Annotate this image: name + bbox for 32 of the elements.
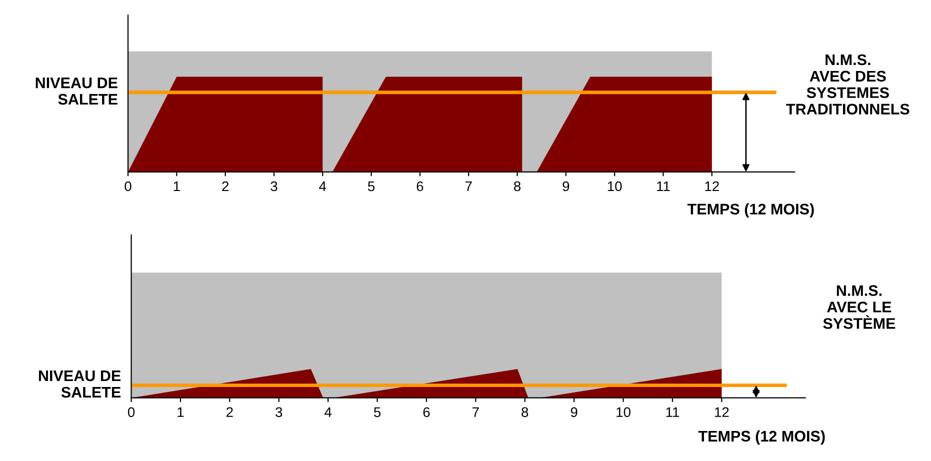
annotation: N.M.S. AVEC DES SYSTEMES TRADITIONNELS (786, 54, 910, 115)
x-tick-label: 2 (226, 407, 233, 417)
x-tick-label: 3 (270, 181, 278, 192)
x-tick-label: 5 (368, 181, 375, 192)
x-tick-label: 11 (666, 407, 680, 417)
x-tick-label: 3 (276, 407, 282, 418)
x-tick-label: 0 (124, 181, 132, 192)
x-tick-label: 8 (522, 407, 528, 418)
ref-line-label: NIVEAU DE SALETE (36, 78, 118, 105)
x-tick-label: 9 (562, 181, 570, 192)
x-axis-title: TEMPS (12 MOIS) (687, 203, 814, 218)
x-tick-label: 9 (570, 407, 578, 418)
x-tick-label: 10 (616, 407, 630, 418)
x-tick-label: 7 (465, 181, 472, 192)
ref-line-label: NIVEAU DE SALETE (38, 370, 121, 398)
x-tick-label: 7 (472, 407, 479, 417)
x-tick-label: 11 (657, 181, 670, 192)
x-tick-label: 0 (128, 407, 135, 418)
x-tick-label: 1 (174, 181, 180, 192)
x-tick-label: 8 (514, 181, 521, 192)
x-axis-title: TEMPS (12 MOIS) (698, 430, 825, 445)
x-tick-label: 5 (374, 407, 381, 418)
text: N.M.S. AVEC LE SYSTÈME (823, 285, 896, 329)
x-tick-label: 6 (416, 181, 424, 192)
x-tick-label: 1 (178, 407, 184, 417)
x-tick-label: 4 (319, 181, 326, 192)
x-tick-label: 6 (423, 407, 430, 418)
x-tick-label: 10 (608, 181, 622, 192)
x-tick-label: 2 (222, 181, 228, 192)
x-tick-label: 12 (705, 181, 719, 192)
x-tick-label: 4 (324, 407, 332, 417)
x-tick-label: 12 (715, 407, 729, 417)
